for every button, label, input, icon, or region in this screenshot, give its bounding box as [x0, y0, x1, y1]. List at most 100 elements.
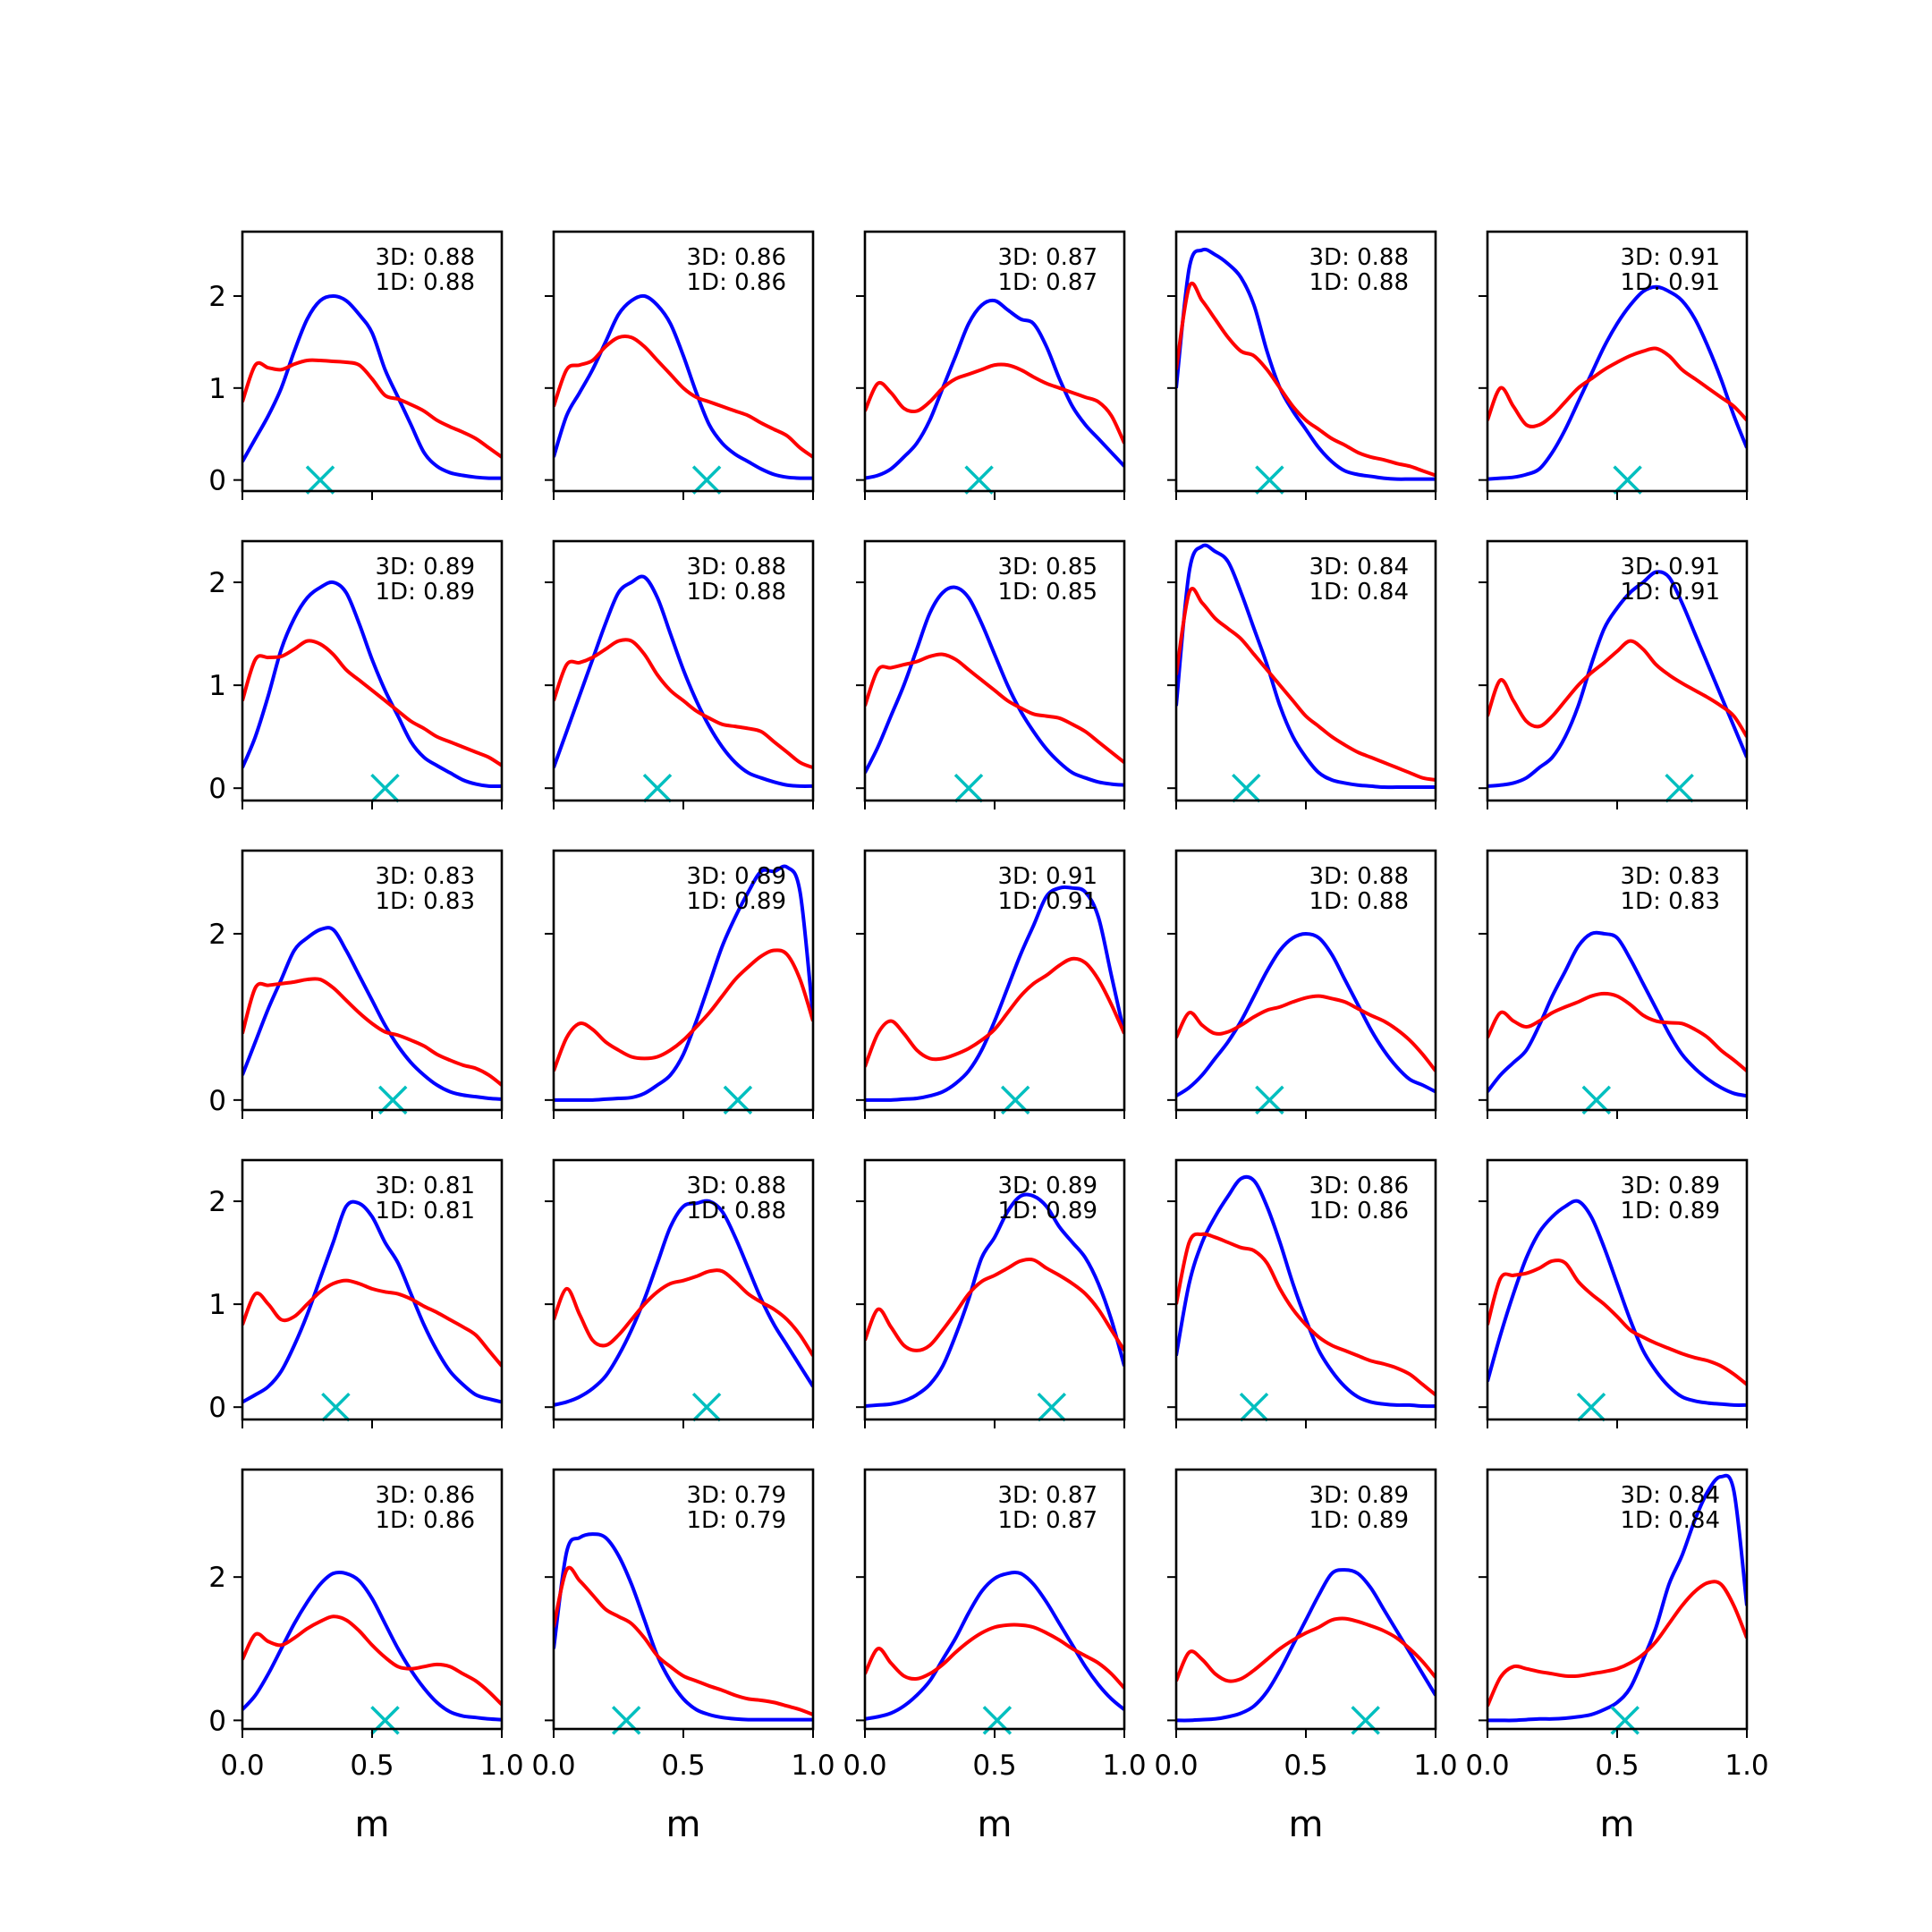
x-tick-label: 1.0	[1724, 1750, 1768, 1782]
annotation-1d: 1D: 0.83	[1621, 888, 1720, 915]
annotation-3d: 3D: 0.89	[687, 863, 786, 890]
series-3d-line	[1176, 543, 1436, 790]
x-axis-label: m	[666, 1804, 701, 1845]
annotation-1d: 1D: 0.89	[687, 888, 786, 915]
y-tick-label: 2	[208, 567, 226, 599]
series-3d-line	[865, 885, 1124, 1102]
annotation-1d: 1D: 0.84	[1309, 579, 1409, 606]
series-3d-line	[1176, 1174, 1436, 1409]
series-1d-line	[865, 652, 1124, 764]
marker-x-stroke	[1232, 773, 1261, 803]
annotation-3d: 3D: 0.91	[998, 863, 1097, 890]
x-tick-label: 1.0	[479, 1750, 523, 1782]
annotation-3d: 3D: 0.87	[998, 244, 1097, 271]
series-1d-line	[242, 639, 502, 767]
marker-x	[1613, 465, 1642, 495]
series-1d-line	[554, 948, 813, 1072]
annotation-1d: 1D: 0.89	[998, 1198, 1097, 1224]
annotation-1d: 1D: 0.87	[998, 1507, 1097, 1534]
x-tick-label: 0.0	[843, 1750, 886, 1782]
series-3d-line	[554, 293, 813, 480]
series-3d-line	[554, 574, 813, 788]
y-tick-label: 2	[208, 919, 226, 951]
x-tick-label: 0.5	[350, 1750, 394, 1782]
marker-x-stroke	[1239, 1392, 1269, 1422]
series-1d-line	[242, 358, 502, 459]
series-3d-line	[242, 580, 502, 789]
annotation-3d: 3D: 0.88	[687, 554, 786, 580]
series-3d-line	[242, 293, 502, 480]
y-tick-label: 1	[208, 373, 226, 405]
annotation-3d: 3D: 0.89	[376, 554, 475, 580]
x-tick-label: 1.0	[1413, 1750, 1457, 1782]
series-1d-line	[1487, 346, 1747, 428]
x-tick-label: 0.5	[972, 1750, 1016, 1782]
y-tick-label: 2	[208, 1562, 226, 1594]
annotation-3d: 3D: 0.86	[376, 1482, 475, 1509]
y-tick-label: 0	[208, 465, 226, 497]
marker-x-stroke	[1255, 465, 1284, 495]
marker-x	[370, 773, 400, 803]
series-1d-line	[865, 1257, 1124, 1352]
series-1d-line	[865, 1623, 1124, 1690]
x-tick-label: 0.5	[1284, 1750, 1327, 1782]
series-3d-line	[1176, 931, 1436, 1097]
annotation-3d: 3D: 0.89	[1309, 1482, 1409, 1509]
series-1d-line	[1487, 1580, 1747, 1707]
annotation-3d: 3D: 0.81	[376, 1173, 475, 1199]
series-1d-line	[865, 362, 1124, 445]
marker-x	[1576, 1392, 1606, 1422]
series-3d-line	[242, 926, 502, 1101]
x-tick-label: 0.5	[661, 1750, 705, 1782]
x-axis-label: m	[1289, 1804, 1324, 1845]
series-1d-line	[242, 977, 502, 1087]
series-1d-line	[554, 334, 813, 459]
marker-x	[1665, 773, 1694, 803]
y-tick-label: 0	[208, 1705, 226, 1737]
x-tick-label: 0.0	[1154, 1750, 1198, 1782]
y-tick-label: 2	[208, 1186, 226, 1218]
series-3d-line	[865, 298, 1124, 480]
marker-x	[642, 773, 673, 803]
y-tick-label: 2	[208, 281, 226, 313]
series-3d-line	[865, 1571, 1124, 1721]
marker-x-stroke	[691, 465, 722, 495]
series-1d-line	[1176, 586, 1436, 782]
annotation-3d: 3D: 0.88	[687, 1173, 786, 1199]
annotation-1d: 1D: 0.86	[376, 1507, 475, 1534]
marker-x	[1037, 1392, 1067, 1422]
annotation-3d: 3D: 0.84	[1621, 1482, 1720, 1509]
series-3d-line	[554, 1532, 813, 1722]
series-3d-line	[1487, 1199, 1747, 1407]
y-tick-label: 0	[208, 1392, 226, 1424]
series-3d-line	[554, 1199, 813, 1407]
series-1d-line	[1487, 639, 1747, 738]
annotation-3d: 3D: 0.79	[687, 1482, 786, 1509]
annotation-1d: 1D: 0.88	[1309, 269, 1409, 296]
annotation-1d: 1D: 0.89	[376, 579, 475, 606]
annotation-3d: 3D: 0.87	[998, 1482, 1097, 1509]
marker-x-stroke	[953, 773, 984, 803]
marker-x	[964, 465, 994, 495]
annotation-3d: 3D: 0.91	[1621, 554, 1720, 580]
annotation-1d: 1D: 0.79	[687, 1507, 786, 1534]
annotation-3d: 3D: 0.88	[376, 244, 475, 271]
annotation-1d: 1D: 0.91	[1621, 269, 1720, 296]
marker-x-stroke	[305, 465, 335, 495]
series-3d-line	[1176, 247, 1436, 481]
annotation-1d: 1D: 0.88	[1309, 888, 1409, 915]
annotation-3d: 3D: 0.89	[998, 1173, 1097, 1199]
